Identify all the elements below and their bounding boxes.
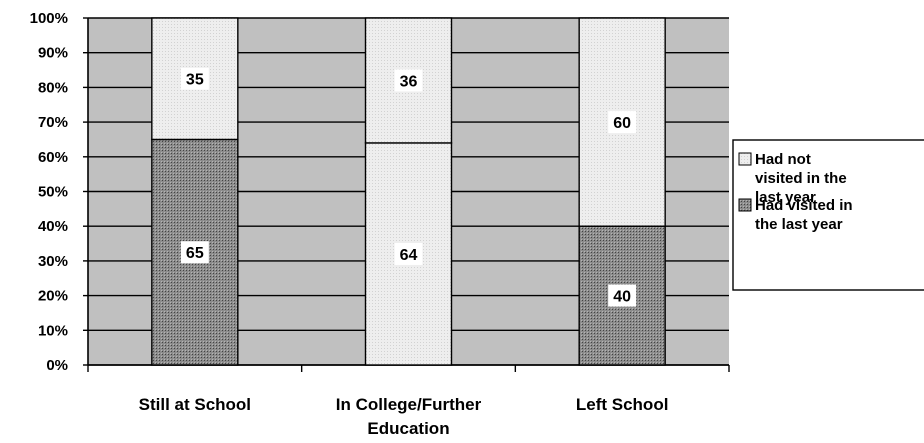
data-label-box [180,241,209,264]
x-category-label: Still at School [139,395,251,414]
data-label-box [394,242,423,265]
legend-label: visited in the [755,170,847,187]
legend-swatch [738,152,752,166]
y-tick-label: 10% [38,322,68,339]
legend-label: Had not [755,151,811,168]
data-label: 64 [400,247,418,264]
data-label: 36 [400,73,418,90]
data-label-box [608,284,637,307]
y-tick-label: 20% [38,288,68,305]
y-tick-label: 100% [30,10,68,27]
y-tick-label: 90% [38,45,68,62]
x-category-label: Education [367,419,449,438]
data-label: 65 [186,245,204,262]
x-category-label: In College/Further [336,395,482,414]
legend-label: last year [755,189,816,206]
legend-swatch [738,198,752,212]
legend-label: the last year [755,216,843,233]
data-label: 40 [613,289,631,306]
legend-label: Had visited in [755,197,853,214]
y-tick-label: 0% [46,357,68,374]
data-label-box [394,69,423,92]
y-tick-label: 30% [38,253,68,270]
y-tick-label: 60% [38,149,68,166]
y-tick-label: 50% [38,184,68,201]
data-label-box [180,67,209,90]
x-category-label: Left School [576,395,669,414]
data-label-box [608,111,637,134]
y-tick-label: 80% [38,79,68,96]
y-tick-label: 70% [38,114,68,131]
data-label: 60 [613,115,631,132]
data-label: 35 [186,72,204,89]
y-tick-label: 40% [38,218,68,235]
legend-box [732,139,924,291]
